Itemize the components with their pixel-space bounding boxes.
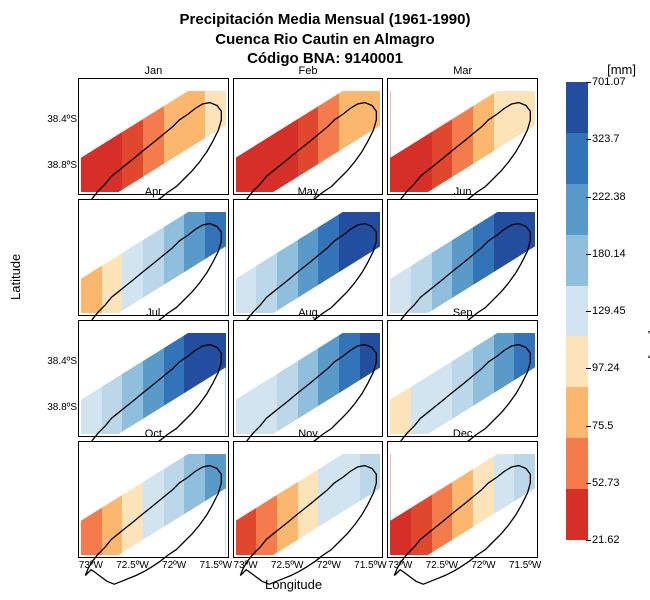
panel-title: Jul bbox=[79, 307, 228, 319]
panel-title: Mar bbox=[388, 65, 537, 77]
y-tick: 38.4ºS bbox=[37, 356, 77, 367]
colorbar-tick: 97.24 bbox=[592, 362, 640, 374]
x-tick: 72.5ºW bbox=[271, 560, 304, 571]
colorbar-tick: 75.5 bbox=[592, 420, 640, 432]
panel-dec: Dec73ºW72.5ºW72ºW71.5ºW bbox=[387, 441, 538, 558]
colorbar-tick: 129.45 bbox=[592, 305, 640, 317]
x-tick: 72.5ºW bbox=[426, 560, 459, 571]
x-tick: 73ºW bbox=[388, 560, 412, 571]
colorbar: 701.07323.7222.38180.14129.4597.2475.552… bbox=[566, 82, 588, 540]
panel-feb: Feb bbox=[233, 78, 384, 195]
panel-title: Nov bbox=[234, 428, 383, 440]
colorbar-tick: 222.38 bbox=[592, 191, 640, 203]
colorbar-tick: 180.14 bbox=[592, 248, 640, 260]
x-tick: 72ºW bbox=[162, 560, 186, 571]
chart-title: Precipitación Media Mensual (1961-1990) … bbox=[0, 0, 650, 69]
panel-jan: Jan38.4ºS38.8ºS bbox=[78, 78, 229, 195]
panel-title: Dec bbox=[388, 428, 537, 440]
panel-apr: Apr bbox=[78, 199, 229, 316]
panel-title: Jan bbox=[79, 65, 228, 77]
x-tick: 71.5ºW bbox=[354, 560, 387, 571]
panel-sep: Sep bbox=[387, 320, 538, 437]
x-tick: 71.5ºW bbox=[199, 560, 232, 571]
x-tick: 72.5ºW bbox=[116, 560, 149, 571]
y-axis-label: Latitude bbox=[8, 254, 23, 300]
x-tick: 73ºW bbox=[79, 560, 103, 571]
panel-nov: Nov73ºW72.5ºW72ºW71.5ºW bbox=[233, 441, 384, 558]
colorbar-tick: 21.62 bbox=[592, 534, 640, 546]
panel-oct: Oct73ºW72.5ºW72ºW71.5ºW bbox=[78, 441, 229, 558]
title-line-2: Cuenca Rio Cautin en Almagro bbox=[0, 30, 650, 50]
x-tick: 73ºW bbox=[233, 560, 257, 571]
colorbar-title: [mm] bbox=[607, 62, 636, 77]
x-tick: 72ºW bbox=[471, 560, 495, 571]
colorbar-ylab: [mm] bbox=[646, 330, 650, 359]
panel-jul: Jul38.4ºS38.8ºS bbox=[78, 320, 229, 437]
panel-title: Feb bbox=[234, 65, 383, 77]
panel-title: Jun bbox=[388, 186, 537, 198]
colorbar-tick: 52.73 bbox=[592, 477, 640, 489]
x-tick: 71.5ºW bbox=[509, 560, 542, 571]
panel-title: Apr bbox=[79, 186, 228, 198]
panel-title: Aug bbox=[234, 307, 383, 319]
panel-title: May bbox=[234, 186, 383, 198]
panel-may: May bbox=[233, 199, 384, 316]
panel-aug: Aug bbox=[233, 320, 384, 437]
y-tick: 38.4ºS bbox=[37, 114, 77, 125]
x-tick: 72ºW bbox=[317, 560, 341, 571]
panel-title: Oct bbox=[79, 428, 228, 440]
colorbar-tick: 701.07 bbox=[592, 76, 640, 88]
y-tick: 38.8ºS bbox=[37, 160, 77, 171]
title-line-1: Precipitación Media Mensual (1961-1990) bbox=[0, 10, 650, 30]
colorbar-tick: 323.7 bbox=[592, 133, 640, 145]
x-axis-label: Longitude bbox=[265, 577, 322, 592]
panel-jun: Jun bbox=[387, 199, 538, 316]
panel-title: Sep bbox=[388, 307, 537, 319]
panel-mar: Mar bbox=[387, 78, 538, 195]
panel-grid: Jan38.4ºS38.8ºSFebMarAprMayJunJul38.4ºS3… bbox=[78, 78, 538, 558]
y-tick: 38.8ºS bbox=[37, 402, 77, 413]
